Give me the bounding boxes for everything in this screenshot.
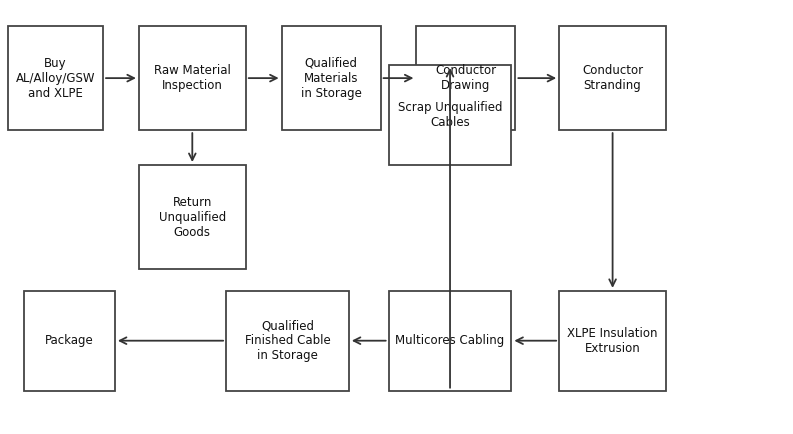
FancyBboxPatch shape bbox=[139, 165, 246, 269]
Text: Qualified
Finished Cable
in Storage: Qualified Finished Cable in Storage bbox=[244, 319, 331, 362]
FancyBboxPatch shape bbox=[389, 291, 511, 391]
FancyBboxPatch shape bbox=[226, 291, 349, 391]
Text: Raw Material
Inspection: Raw Material Inspection bbox=[154, 64, 231, 92]
Text: Scrap Unqualified
Cables: Scrap Unqualified Cables bbox=[398, 101, 502, 129]
FancyBboxPatch shape bbox=[282, 26, 381, 130]
FancyBboxPatch shape bbox=[389, 65, 511, 165]
FancyBboxPatch shape bbox=[559, 291, 666, 391]
Text: Multicores Cabling: Multicores Cabling bbox=[396, 334, 504, 347]
Text: Buy
AL/Alloy/GSW
and XLPE: Buy AL/Alloy/GSW and XLPE bbox=[16, 56, 95, 100]
Text: Package: Package bbox=[45, 334, 94, 347]
FancyBboxPatch shape bbox=[416, 26, 515, 130]
FancyBboxPatch shape bbox=[24, 291, 115, 391]
Text: Conductor
Drawing: Conductor Drawing bbox=[435, 64, 496, 92]
FancyBboxPatch shape bbox=[8, 26, 103, 130]
Text: XLPE Insulation
Extrusion: XLPE Insulation Extrusion bbox=[567, 327, 658, 355]
Text: Qualified
Materials
in Storage: Qualified Materials in Storage bbox=[301, 56, 362, 100]
FancyBboxPatch shape bbox=[139, 26, 246, 130]
Text: Conductor
Stranding: Conductor Stranding bbox=[582, 64, 643, 92]
Text: Return
Unqualified
Goods: Return Unqualified Goods bbox=[159, 195, 226, 239]
FancyBboxPatch shape bbox=[559, 26, 666, 130]
